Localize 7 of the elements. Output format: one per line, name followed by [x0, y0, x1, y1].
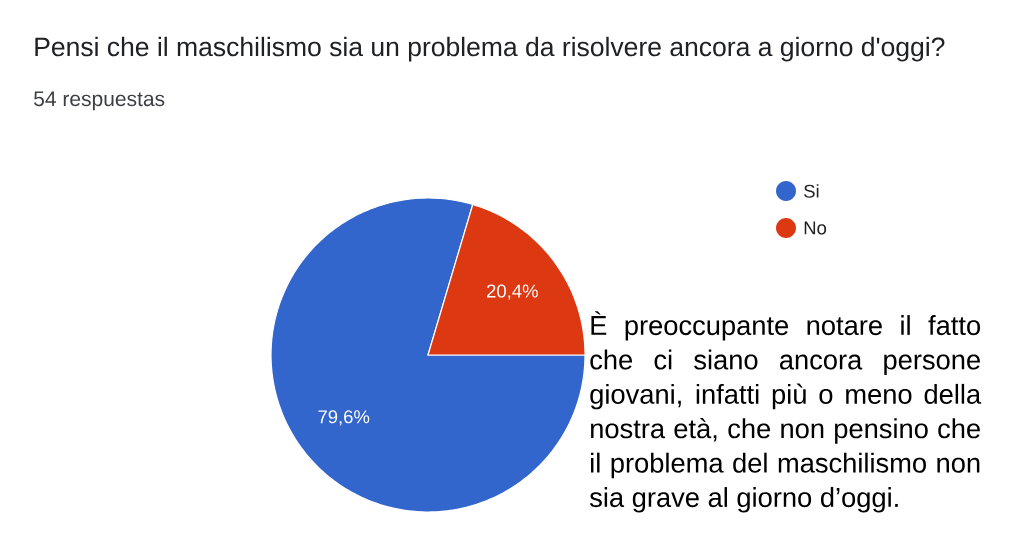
legend-label: No	[804, 221, 827, 235]
chart-title: Pensi che il maschilismo sia un problema da risolvere ancora a giorno d'oggi?	[35, 36, 945, 62]
legend-label: Si	[804, 184, 819, 198]
text: 54 respuestas	[34, 91, 165, 111]
text: È preoccupante notare il fatto che ci siano ancora persone giovani, infatti più o meno della nostra età, che non pensino che il problema del maschilismo non sia grave al giorno d’oggi.	[589, 311, 982, 513]
data-label: 20,4%	[487, 284, 538, 300]
data-label: 79,6%	[318, 410, 370, 426]
